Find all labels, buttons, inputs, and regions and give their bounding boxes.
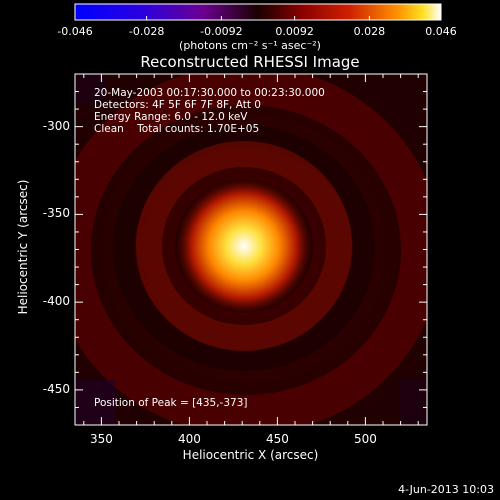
- y-tick-label: -300: [42, 118, 70, 133]
- x-tick-label: 450: [265, 432, 289, 446]
- x-axis-title: Heliocentric X (arcsec): [182, 448, 319, 462]
- y-tick-label: -350: [42, 206, 70, 221]
- y-axis-title: Heliocentric Y (arcsec): [16, 179, 30, 315]
- colorbar-tick-label: -0.028: [128, 25, 165, 38]
- y-tick-label: -450: [42, 381, 70, 396]
- heatmap-image: [75, 74, 427, 425]
- peak-position-text: Position of Peak = [435,-373]: [94, 397, 248, 409]
- axis-ticks: [75, 73, 427, 426]
- colorbar-tick-label: -0.0092: [200, 25, 243, 38]
- energy-range-text: Energy Range: 6.0 - 12.0 keV: [94, 111, 248, 123]
- colorbar-units: (photons cm⁻² s⁻¹ asec⁻²): [179, 39, 321, 52]
- datestamp: 4-Jun-2013 10:03: [398, 483, 494, 496]
- colorbar-tick-label: 0.0092: [275, 25, 314, 38]
- detectors-text: Detectors: 4F 5F 6F 7F 8F, Att 0: [94, 99, 261, 111]
- colorbar-tick-label: 0.028: [353, 25, 386, 38]
- x-tick-label: 400: [177, 432, 201, 446]
- y-tick-label: -400: [42, 294, 70, 309]
- x-tick-label: 350: [89, 432, 113, 446]
- time-range-text: 20-May-2003 00:17:30.000 to 00:23:30.000: [94, 87, 325, 99]
- colorbar-tick-label: -0.046: [57, 25, 93, 38]
- flare-source: [174, 176, 314, 316]
- colorbar-ticks: [74, 16, 442, 20]
- colorbar: [74, 3, 442, 21]
- colorbar-tick-label: 0.046: [425, 25, 457, 38]
- clean-counts-text: Clean Total counts: 1.70E+05: [94, 123, 260, 135]
- x-tick-label: 500: [353, 432, 377, 446]
- plot-title: Reconstructed RHESSI Image: [140, 53, 360, 71]
